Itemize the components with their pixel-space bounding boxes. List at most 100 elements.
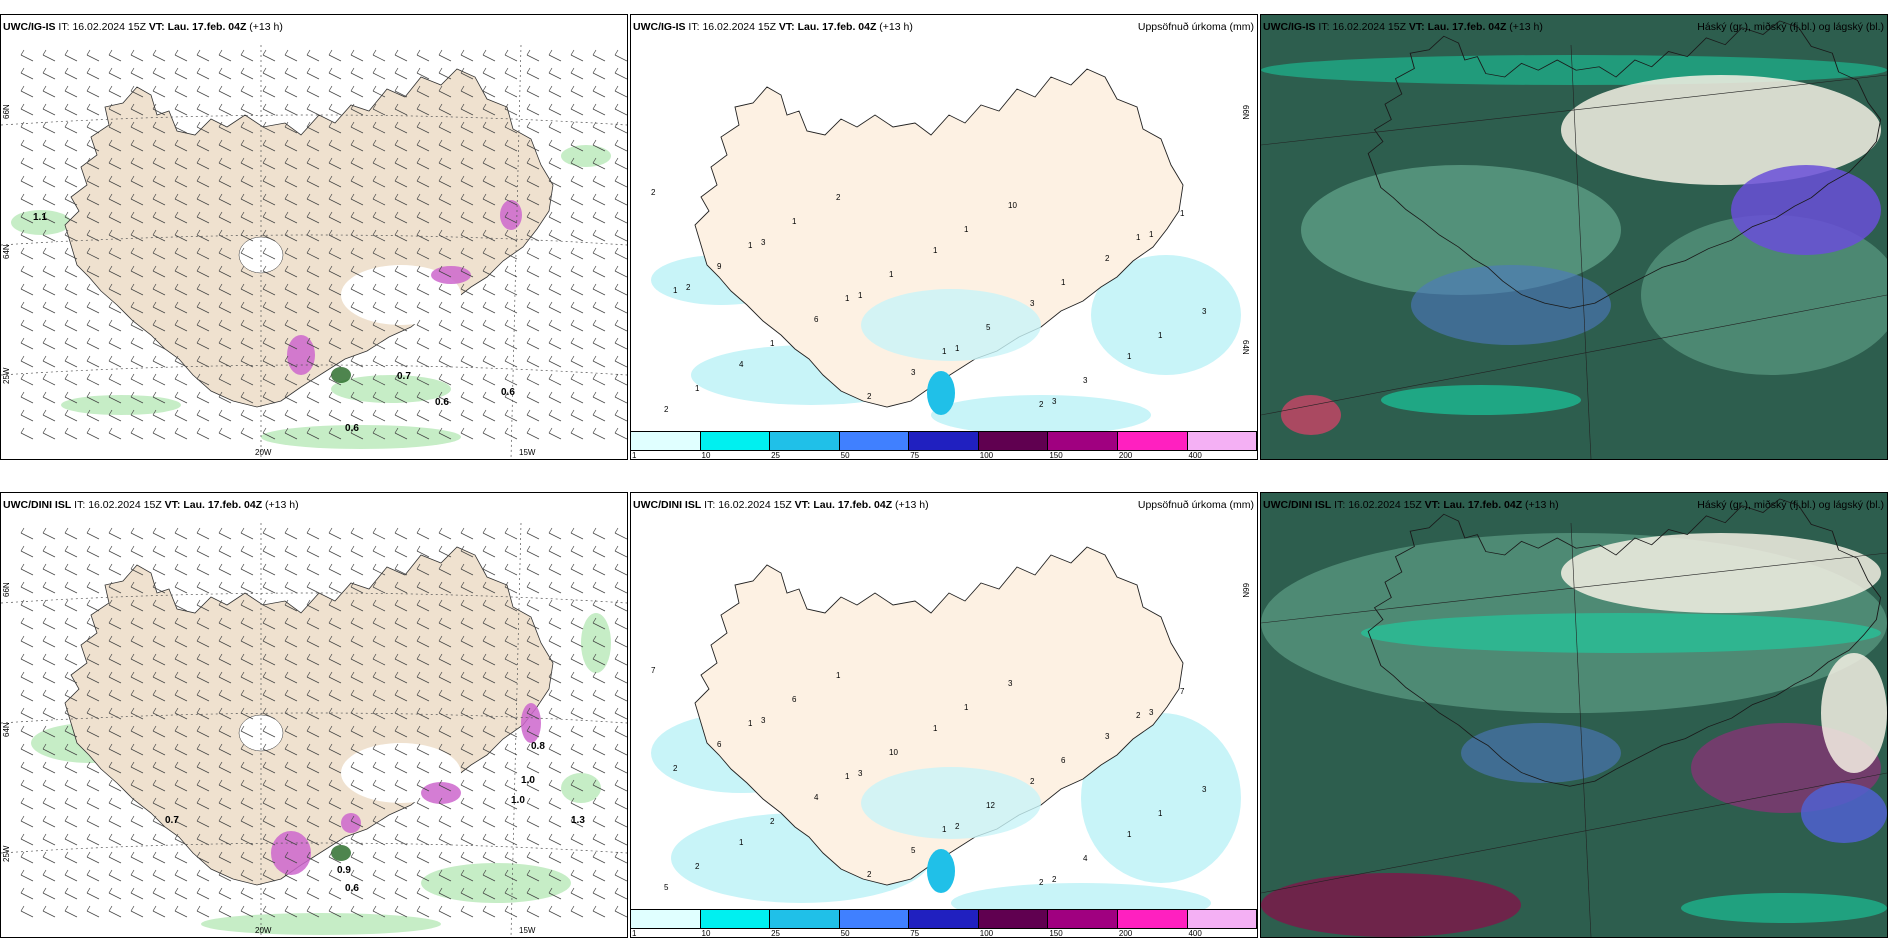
panel-header: UWC/DINI ISL IT: 16.02.2024 15Z VT: Lau.…	[3, 499, 299, 511]
wind-barb	[218, 211, 232, 224]
precip-value: 1	[845, 772, 850, 781]
wind-barb	[350, 725, 364, 738]
wind-barb	[86, 103, 100, 116]
wind-barb	[64, 121, 78, 134]
wind-barb	[548, 797, 562, 810]
precip-value: 10	[889, 748, 898, 757]
wind-barb	[526, 581, 540, 594]
lon-label: 15W	[519, 926, 536, 935]
wind-barb	[592, 725, 606, 738]
wind-barb	[328, 545, 342, 558]
wind-barb	[614, 175, 627, 188]
wind-barb	[20, 887, 34, 900]
colorbar-swatch	[909, 432, 979, 450]
wind-barb	[196, 229, 210, 242]
wind-barb	[416, 617, 430, 630]
wind-barb	[394, 85, 408, 98]
wind-barb	[482, 193, 496, 206]
wind-barb	[240, 527, 254, 540]
wind-barb	[152, 193, 166, 206]
wind-barb	[460, 869, 474, 882]
wind-barb	[174, 247, 188, 260]
wind-barb	[218, 265, 232, 278]
wind-barb	[526, 391, 540, 404]
wind-barb	[108, 193, 122, 206]
wind-barb	[218, 581, 232, 594]
wind-barb	[328, 905, 342, 918]
wind-barb	[240, 85, 254, 98]
wind-barb	[152, 689, 166, 702]
lon-label: 15W	[519, 448, 536, 457]
wind-barb	[152, 617, 166, 630]
wind-barb	[306, 779, 320, 792]
wind-barb	[306, 265, 320, 278]
wind-barb	[592, 373, 606, 386]
wind-barb	[350, 427, 364, 440]
wind-barb	[460, 373, 474, 386]
wind-barb	[482, 797, 496, 810]
wind-barb	[218, 563, 232, 576]
wind-barb	[20, 779, 34, 792]
wind-barb	[482, 761, 496, 774]
colorbar-swatches	[631, 431, 1257, 451]
wind-barb	[240, 229, 254, 242]
wind-barb	[284, 581, 298, 594]
wind-barb	[328, 103, 342, 116]
wind-barb	[262, 247, 276, 260]
wind-barb	[416, 527, 430, 540]
wind-barb	[460, 725, 474, 738]
wind-barb	[64, 851, 78, 864]
wind-barb	[108, 653, 122, 666]
wind-barb	[482, 121, 496, 134]
wind-barb	[372, 599, 386, 612]
wind-barb	[592, 581, 606, 594]
wind-barb	[504, 905, 518, 918]
lat-label: 66N	[1241, 105, 1250, 120]
wind-barb	[152, 409, 166, 422]
wind-barb	[284, 157, 298, 170]
cloud-map	[1261, 493, 1887, 937]
precip-value: 2	[664, 405, 669, 414]
wind-barb	[64, 373, 78, 386]
wind-barb	[394, 319, 408, 332]
wind-barb	[394, 229, 408, 242]
wind-barb	[570, 617, 584, 630]
wind-barb	[328, 175, 342, 188]
wind-barb	[350, 283, 364, 296]
wind-barb	[504, 815, 518, 828]
wind-barb	[42, 211, 56, 224]
wind-barb	[394, 761, 408, 774]
wind-barb	[592, 707, 606, 720]
wind-barb	[482, 653, 496, 666]
wind-barb	[86, 635, 100, 648]
wind-barb	[592, 815, 606, 828]
wind-barb	[86, 581, 100, 594]
wind-barb	[328, 635, 342, 648]
wind-barb	[284, 247, 298, 260]
wind-barb	[86, 743, 100, 756]
wind-barb	[42, 905, 56, 918]
wind-barb	[614, 319, 627, 332]
wind-barb	[306, 833, 320, 846]
cloud-map	[1261, 15, 1887, 459]
wind-barb	[306, 67, 320, 80]
wind-barb	[548, 265, 562, 278]
wind-barb	[570, 49, 584, 62]
wind-barb	[130, 851, 144, 864]
wind-barb	[570, 743, 584, 756]
wind-barb	[482, 85, 496, 98]
wind-barb	[240, 265, 254, 278]
wind-barb	[262, 337, 276, 350]
wind-barb	[350, 545, 364, 558]
wind-barb	[504, 319, 518, 332]
wind-barb	[64, 319, 78, 332]
wind-barb	[218, 851, 232, 864]
wind-barb	[240, 617, 254, 630]
wind-barb	[372, 581, 386, 594]
wind-barb	[460, 527, 474, 540]
wind-barb	[394, 689, 408, 702]
wind-barb	[86, 409, 100, 422]
wind-barb	[350, 563, 364, 576]
wind-barb	[196, 563, 210, 576]
wind-barb	[460, 761, 474, 774]
